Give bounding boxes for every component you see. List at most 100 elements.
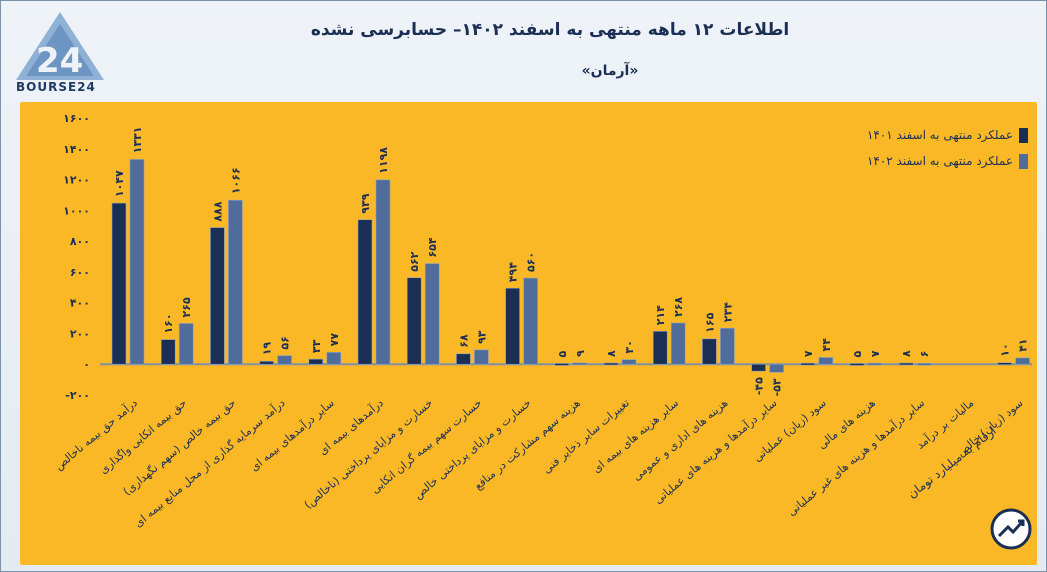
bar-1402 bbox=[178, 323, 194, 365]
bar-1401 bbox=[751, 363, 766, 372]
bar-1401 bbox=[456, 353, 471, 365]
bar-1401 bbox=[997, 362, 1012, 365]
bar-1401 bbox=[554, 363, 570, 366]
bar-1401 bbox=[308, 358, 324, 365]
bar-1402 bbox=[720, 327, 735, 365]
legend-item-1401: عملکرد منتهی به اسفند ۱۴۰۱ bbox=[832, 122, 1028, 148]
svg-text:24: 24 bbox=[36, 41, 83, 81]
data-label: ۱۹ bbox=[261, 342, 274, 356]
data-label: ۹۳۹ bbox=[359, 193, 372, 213]
bar-1401 bbox=[702, 338, 717, 365]
y-tick-label: ۶۰۰ bbox=[70, 266, 90, 279]
data-label: ۱۶۵ bbox=[703, 312, 716, 332]
data-label: ۷ bbox=[802, 350, 815, 357]
data-label: -۵۳ bbox=[771, 378, 784, 396]
bar-1402 bbox=[129, 159, 145, 365]
data-label: ۹۳ bbox=[475, 330, 488, 344]
x-tick-label: سایر درآمدهای بیمه ای bbox=[247, 396, 337, 474]
bar-1402 bbox=[1015, 357, 1030, 365]
bar-1402 bbox=[228, 199, 243, 365]
y-tick-label: ۸۰۰ bbox=[70, 235, 90, 248]
bar-1402 bbox=[916, 362, 932, 366]
bar-1402 bbox=[621, 359, 637, 365]
data-label: ۵ bbox=[556, 350, 569, 357]
logo-text: BOURSE24 bbox=[16, 80, 96, 94]
data-label: ۲۱۴ bbox=[654, 305, 667, 325]
bar-1402 bbox=[818, 357, 834, 365]
data-label: ۷ bbox=[869, 350, 882, 357]
bar-1402 bbox=[867, 362, 883, 366]
x-tick-label: درآمد حق بیمه ناخالص bbox=[52, 396, 141, 474]
data-label: ۶ bbox=[918, 351, 931, 358]
data-label: ۳۳ bbox=[310, 339, 323, 353]
data-label: ۵۶۰ bbox=[525, 252, 538, 272]
data-label: ۱۰ bbox=[999, 343, 1012, 356]
data-label: ۳۰ bbox=[623, 340, 636, 353]
bar-1401 bbox=[259, 360, 274, 365]
x-tick-label: هزینه های اداری و عمومی bbox=[630, 396, 730, 483]
legend-item-1402: عملکرد منتهی به اسفند ۱۴۰۲ bbox=[832, 148, 1028, 174]
data-label: ۱۳۳۱ bbox=[131, 127, 144, 154]
data-label: ۶۵۴ bbox=[426, 237, 439, 257]
bar-1401 bbox=[210, 227, 225, 365]
data-label: ۲۶۸ bbox=[672, 297, 685, 317]
bar-1402 bbox=[572, 362, 588, 366]
bar-1402 bbox=[277, 355, 292, 365]
legend-swatch-1401 bbox=[1019, 127, 1028, 143]
data-label: ۱۱۹۸ bbox=[377, 147, 390, 174]
data-label: ۴۴ bbox=[820, 338, 833, 352]
bar-1401 bbox=[111, 202, 127, 365]
data-label: ۷۷ bbox=[328, 333, 341, 347]
y-tick-label: ۴۰۰ bbox=[70, 297, 90, 310]
data-label: ۸۸۸ bbox=[211, 201, 224, 221]
page-subtitle: «آرمان» bbox=[581, 63, 639, 79]
bar-1401 bbox=[603, 362, 619, 366]
y-tick-label: ۱۴۰۰ bbox=[63, 143, 90, 156]
bar-1402 bbox=[670, 322, 686, 365]
y-tick-label: ۲۰۰ bbox=[70, 327, 90, 340]
growth-chart-icon bbox=[990, 508, 1032, 550]
x-tick-label: حق بیمه اتکایی واگذاری bbox=[97, 396, 190, 477]
data-label: ۱۶۰ bbox=[162, 313, 175, 333]
bar-1402 bbox=[474, 349, 489, 365]
x-tick-label: تغییرات سایر ذخایر فنی bbox=[540, 396, 632, 476]
data-label: ۱۰۶۶ bbox=[229, 167, 242, 194]
bar-1402 bbox=[424, 263, 440, 365]
bar-1401 bbox=[800, 362, 816, 366]
data-label: ۶۸ bbox=[457, 334, 470, 348]
legend-label-1402: عملکرد منتهی به اسفند ۱۴۰۲ bbox=[866, 154, 1013, 168]
legend-label-1401: عملکرد منتهی به اسفند ۱۴۰۱ bbox=[866, 128, 1013, 142]
data-label: ۴۹۴ bbox=[507, 262, 520, 282]
data-label: ۲۶۵ bbox=[180, 297, 193, 317]
data-label: ۸ bbox=[900, 350, 913, 357]
y-tick-label: ۱۰۰۰ bbox=[63, 204, 90, 217]
data-label: ۹ bbox=[574, 350, 587, 357]
legend-swatch-1402 bbox=[1019, 153, 1028, 169]
bar-1401 bbox=[849, 363, 865, 366]
data-label: ۵۶ bbox=[279, 336, 292, 349]
y-tick-label: -۲۰۰ bbox=[65, 389, 90, 402]
bar-1402 bbox=[769, 363, 784, 373]
x-tick-label: سایر هزینه های بیمه ای bbox=[590, 396, 681, 475]
bar-1402 bbox=[326, 352, 342, 365]
bar-1402 bbox=[375, 179, 391, 365]
bar-1401 bbox=[505, 287, 520, 365]
logo-icon: 24 bbox=[16, 12, 104, 81]
bar-1401 bbox=[357, 219, 373, 365]
data-label: ۵ bbox=[851, 350, 864, 357]
bar-1402 bbox=[523, 277, 538, 365]
data-label: ۸ bbox=[605, 350, 618, 357]
data-label: ۱۰۴۷ bbox=[113, 170, 126, 197]
page-title: اطلاعات ۱۲ ماهه منتهی به اسفند ۱۴۰۲– حسا… bbox=[310, 20, 790, 40]
data-label: ۵۶۲ bbox=[408, 251, 421, 271]
chart-legend: عملکرد منتهی به اسفند ۱۴۰۱ عملکرد منتهی … bbox=[832, 122, 1028, 182]
data-label: ۴۱ bbox=[1017, 338, 1030, 351]
y-tick-label: ۰ bbox=[83, 358, 90, 371]
bar-1401 bbox=[652, 330, 668, 365]
bar-1401 bbox=[406, 277, 422, 365]
y-tick-label: ۱۲۰۰ bbox=[63, 174, 90, 187]
y-tick-label: ۱۶۰۰ bbox=[63, 112, 90, 125]
bar-1401 bbox=[160, 339, 176, 365]
data-label: -۴۵ bbox=[753, 377, 766, 395]
